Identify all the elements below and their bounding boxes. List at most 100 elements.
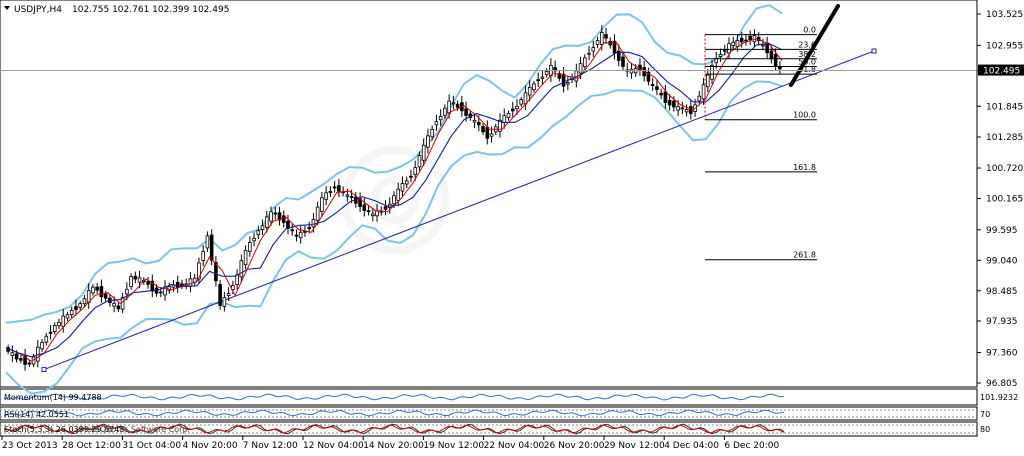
candle-body xyxy=(328,191,333,193)
chart-header: USDJPY,H4 102.755 102.761 102.399 102.49… xyxy=(4,5,229,15)
candle-body xyxy=(61,315,66,327)
fib-level-label: 38.2 xyxy=(798,50,816,59)
candle-body xyxy=(366,210,371,212)
momentum-right-label: 101.9232 xyxy=(980,393,1018,402)
candle-body xyxy=(680,107,685,110)
candle-body xyxy=(502,115,507,123)
y-tick-label: 102.955 xyxy=(986,41,1023,51)
candle-body xyxy=(197,262,201,280)
candle-body xyxy=(761,44,765,47)
rsi-label: RSI(14) 42.0551 xyxy=(4,410,69,419)
moving-averages xyxy=(5,38,783,362)
candle-body xyxy=(205,235,210,249)
candle-body xyxy=(604,34,608,39)
candle-body xyxy=(515,105,519,110)
candle-body xyxy=(239,260,244,278)
y-tick-label: 97.360 xyxy=(986,349,1018,359)
candle-body xyxy=(735,40,740,48)
candle-body xyxy=(400,183,405,192)
trendline[interactable] xyxy=(43,50,875,371)
x-tick-label: 14 Nov 20:00 xyxy=(363,441,424,451)
candle-body xyxy=(256,230,261,235)
fib-level-label: 0.0 xyxy=(803,26,816,35)
candle-body xyxy=(765,42,769,54)
candle-body xyxy=(167,286,172,291)
y-tick-label: 100.720 xyxy=(986,164,1023,174)
candle-body xyxy=(489,133,494,137)
dropdown-icon[interactable] xyxy=(4,6,10,10)
y-tick-label: 100.165 xyxy=(986,195,1023,205)
candle-body xyxy=(544,70,549,75)
y-tick-label: 98.485 xyxy=(986,287,1018,297)
candle-body xyxy=(583,57,587,68)
stoch-main-line xyxy=(3,423,785,435)
bollinger-upper xyxy=(5,4,783,324)
momentum-label: Momentum(14) 99.4788 xyxy=(4,393,102,402)
candle-body xyxy=(655,86,659,90)
candle-body xyxy=(718,54,723,57)
candle-body xyxy=(375,210,379,217)
candle-body xyxy=(464,108,468,116)
candle-body xyxy=(485,126,490,139)
candle-body xyxy=(421,144,426,161)
candle-body xyxy=(294,234,299,237)
candle-body xyxy=(629,68,634,74)
y-tick-label: 101.285 xyxy=(986,133,1023,143)
candle-body xyxy=(44,335,49,343)
trendline-handle[interactable] xyxy=(41,367,47,373)
candle-body xyxy=(778,66,782,70)
candle-body xyxy=(523,92,528,105)
x-tick-label: 31 Oct 04:00 xyxy=(122,441,181,451)
current-price-label: 102.495 xyxy=(983,67,1020,77)
ma-slow-line xyxy=(5,42,783,358)
candle-body xyxy=(621,56,625,67)
candle-body xyxy=(315,206,320,221)
candle-body xyxy=(672,100,676,108)
candle-body xyxy=(481,126,485,133)
y-tick-label: 103.525 xyxy=(986,10,1023,20)
candle-body xyxy=(99,286,104,298)
candle-body xyxy=(311,219,316,228)
candle-body xyxy=(616,50,621,61)
candle-body xyxy=(663,91,668,103)
candle-body xyxy=(748,35,752,41)
candle-body xyxy=(477,122,481,126)
candle-body xyxy=(587,52,591,55)
bollinger-lower xyxy=(5,80,783,395)
current-price-box xyxy=(978,64,1024,76)
candle-body xyxy=(591,47,596,52)
watermark-logo xyxy=(341,146,449,254)
candle-body xyxy=(281,215,286,224)
candle-body xyxy=(235,274,239,285)
trendline-layer xyxy=(41,4,877,373)
y-tick-label: 97.935 xyxy=(986,317,1018,327)
stoch-label: Stoch(5,3,3) 26.0399 29.6743 xyxy=(4,425,124,434)
candle-body xyxy=(519,99,524,105)
fib-level-label: 61.8 xyxy=(798,65,816,74)
x-tick-label: 23 Oct 2013 xyxy=(2,441,58,451)
candle-body xyxy=(222,297,227,307)
x-tick-label: 6 Dec 20:00 xyxy=(724,441,779,451)
y-tick-label: 99.040 xyxy=(986,256,1018,266)
candle-body xyxy=(396,188,401,201)
candle-body xyxy=(65,314,70,319)
trendline-handle[interactable] xyxy=(871,48,877,54)
candle-body xyxy=(82,298,87,305)
candle-body xyxy=(727,43,731,54)
candle-body xyxy=(638,64,642,71)
candle-body xyxy=(10,352,15,357)
candle-body xyxy=(409,175,413,178)
candle-body xyxy=(19,358,23,361)
candle-body xyxy=(540,76,545,79)
candle-body xyxy=(578,63,583,74)
rsi-right-label: 70 xyxy=(980,410,990,419)
candle-body xyxy=(705,74,710,88)
candle-body xyxy=(667,100,672,106)
candle-body xyxy=(370,213,375,217)
x-tick-label: 28 Oct 12:00 xyxy=(62,441,121,451)
candle-body xyxy=(722,49,727,52)
candle-body xyxy=(557,73,562,79)
candle-body xyxy=(710,64,714,80)
